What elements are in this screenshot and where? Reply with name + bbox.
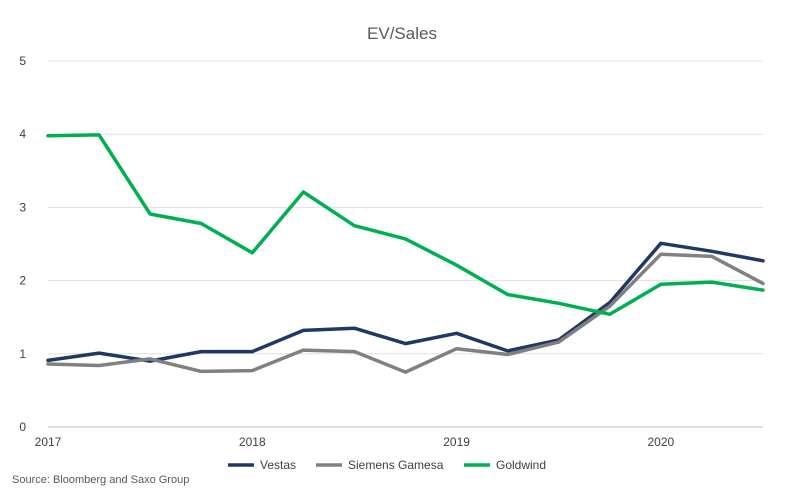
legend: Vestas Siemens Gamesa Goldwind	[228, 458, 546, 472]
legend-item: Goldwind	[464, 458, 546, 472]
x-tick-label: 2019	[443, 435, 470, 449]
series-lines	[46, 133, 765, 374]
legend-label: Goldwind	[496, 458, 546, 472]
y-tick-label: 3	[19, 200, 26, 214]
x-tick-label: 2017	[35, 435, 62, 449]
y-tick-label: 1	[19, 347, 26, 361]
x-axis: 2017 2018 2019 2020	[35, 435, 675, 449]
gridlines	[48, 60, 763, 428]
x-tick-label: 2018	[239, 435, 266, 449]
series-line-siemens-gamesa	[46, 252, 765, 374]
chart-title: EV/Sales	[367, 24, 437, 43]
legend-label: Vestas	[260, 458, 296, 472]
y-tick-label: 5	[19, 54, 26, 68]
legend-item: Siemens Gamesa	[316, 458, 444, 472]
y-axis: 0 1 2 3 4 5	[19, 54, 26, 434]
legend-item: Vestas	[228, 458, 296, 472]
source-note: Source: Bloomberg and Saxo Group	[12, 474, 190, 486]
y-tick-label: 2	[19, 274, 26, 288]
x-tick-label: 2020	[648, 435, 675, 449]
series-line-vestas	[46, 241, 765, 363]
series-line-goldwind	[46, 133, 765, 317]
y-tick-label: 0	[19, 420, 26, 434]
y-tick-label: 4	[19, 127, 26, 141]
legend-label: Siemens Gamesa	[348, 458, 444, 472]
